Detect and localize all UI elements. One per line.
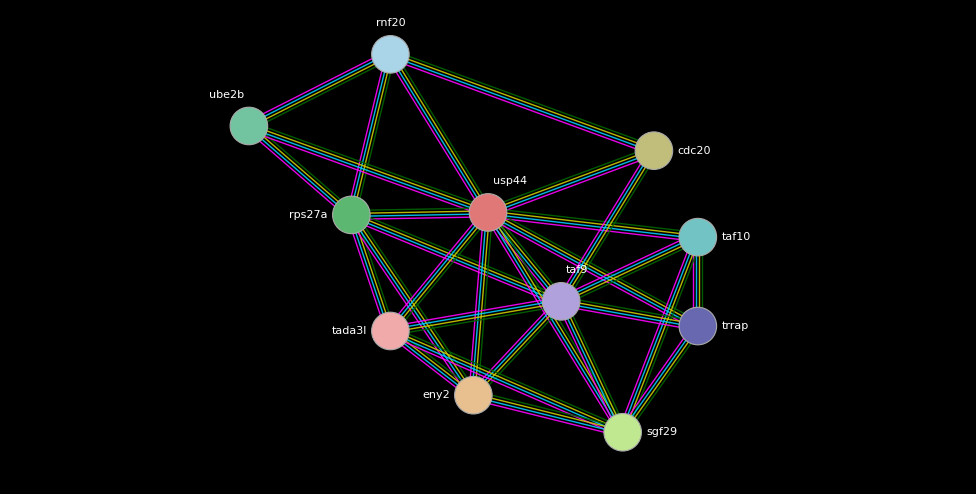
Text: ube2b: ube2b <box>209 90 244 100</box>
Text: taf9: taf9 <box>566 265 589 275</box>
Circle shape <box>372 36 409 73</box>
Circle shape <box>455 376 492 414</box>
Circle shape <box>635 132 672 169</box>
Circle shape <box>230 107 267 145</box>
Circle shape <box>679 307 716 345</box>
Circle shape <box>333 196 370 234</box>
Text: sgf29: sgf29 <box>646 427 677 437</box>
Circle shape <box>679 218 716 256</box>
Circle shape <box>604 413 641 451</box>
Text: rnf20: rnf20 <box>376 18 405 28</box>
Text: usp44: usp44 <box>493 176 527 186</box>
Text: trrap: trrap <box>721 321 749 331</box>
Text: taf10: taf10 <box>721 232 751 242</box>
Text: eny2: eny2 <box>422 390 450 400</box>
Text: cdc20: cdc20 <box>677 146 712 156</box>
Circle shape <box>372 312 409 350</box>
Circle shape <box>543 283 580 320</box>
Circle shape <box>469 194 507 231</box>
Text: rps27a: rps27a <box>289 210 328 220</box>
Text: tada3l: tada3l <box>331 326 367 336</box>
